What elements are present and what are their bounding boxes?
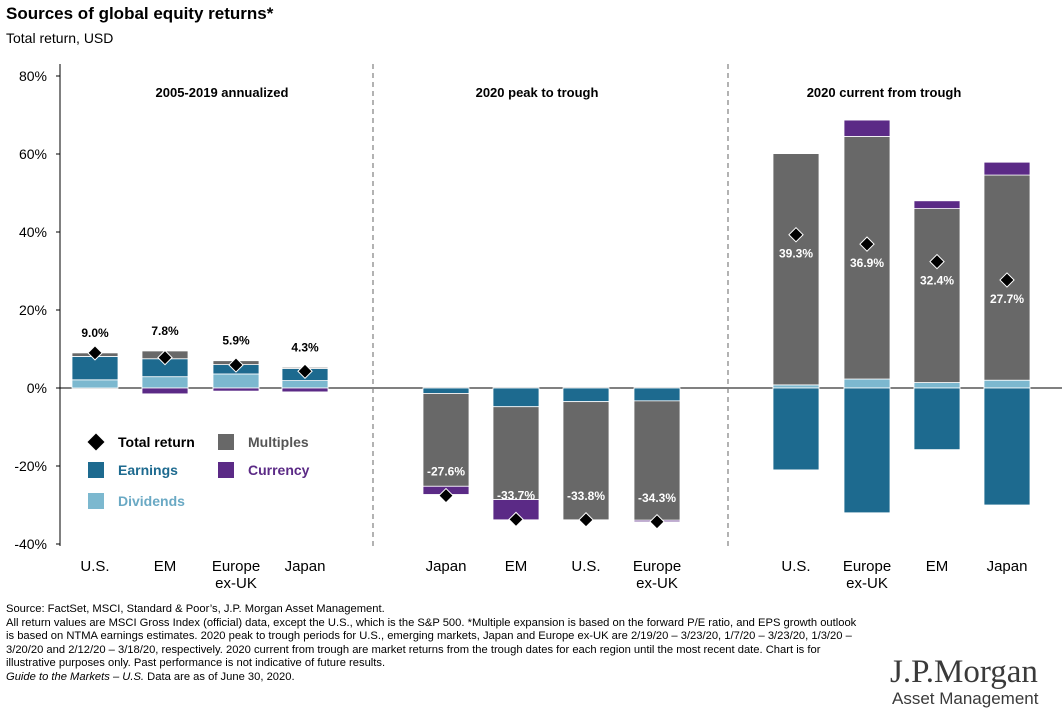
y-tick-label: 60% <box>19 146 47 162</box>
currency-bar-segment <box>141 387 189 395</box>
y-tick-label: -40% <box>14 536 47 552</box>
dividends-bar-segment <box>141 376 189 389</box>
y-tick-label: -20% <box>14 458 47 474</box>
dividends-bar-segment <box>212 373 260 389</box>
total-return-marker <box>649 513 665 530</box>
currency-bar-segment <box>281 387 329 393</box>
category-label: Europe <box>212 558 260 575</box>
currency-bar-segment <box>212 387 260 392</box>
earnings-bar-segment <box>983 387 1031 506</box>
category-label: EM <box>505 558 528 575</box>
footnote-body: All return values are MSCI Gross Index (… <box>6 616 857 670</box>
multiples-bar-segment <box>843 136 891 380</box>
category-label: ex-UK <box>215 575 257 592</box>
equity-returns-chart: 80% 60% 40% 20% 0% -20% -40% 2005-2019 annualiz… <box>14 64 1062 592</box>
total-return-marker <box>87 345 103 361</box>
total-return-label: 4.3% <box>291 340 319 354</box>
total-return-marker <box>929 253 945 270</box>
logo-wordmark: J.P.Morgan <box>890 654 1038 690</box>
category-label: EM <box>154 558 177 575</box>
legend-earnings-swatch <box>88 462 104 478</box>
multiples-bar-segment <box>772 153 820 386</box>
panel-title: 2005-2019 annualized <box>156 85 289 100</box>
total-return-label: 7.8% <box>151 324 179 338</box>
category-label: ex-UK <box>636 575 678 592</box>
total-return-label: -34.3% <box>638 491 676 505</box>
legend-multiples-swatch <box>218 434 234 450</box>
total-return-label: -33.8% <box>567 489 605 503</box>
total-return-label: 5.9% <box>222 334 250 348</box>
legend-total-marker <box>87 433 105 451</box>
earnings-bar-segment <box>633 387 681 402</box>
total-return-label: 36.9% <box>850 256 884 270</box>
legend-multiples-label: Multiples <box>248 434 309 450</box>
total-return-label: 9.0% <box>81 326 109 340</box>
category-label: Europe <box>843 558 891 575</box>
total-return-marker <box>578 512 594 528</box>
dividends-bar-segment <box>983 379 1031 389</box>
earnings-bar-segment <box>422 387 470 394</box>
total-return-marker <box>157 349 173 366</box>
legend-dividends-swatch <box>88 493 104 509</box>
category-label: Europe <box>633 558 681 575</box>
currency-bar-segment <box>913 200 961 210</box>
legend-total-label: Total return <box>118 434 195 450</box>
category-label: Japan <box>426 558 467 575</box>
jpmorgan-logo: J.P.Morgan Asset Management <box>890 655 1060 709</box>
panel-title: 2020 peak to trough <box>476 85 599 100</box>
total-return-marker <box>508 511 524 528</box>
total-return-marker <box>438 487 454 504</box>
earnings-bar-segment <box>843 387 891 514</box>
legend-earnings-label: Earnings <box>118 462 178 478</box>
category-label: EM <box>926 558 949 575</box>
earnings-bar-segment <box>772 387 820 471</box>
earnings-bar-segment <box>562 387 610 403</box>
earnings-bar-segment <box>913 387 961 451</box>
total-return-marker <box>999 272 1015 288</box>
earnings-bar-segment <box>492 387 540 408</box>
panel-title: 2020 current from trough <box>807 85 962 100</box>
total-return-label: 27.7% <box>990 292 1024 306</box>
chart-subtitle: Total return, USD <box>6 30 114 46</box>
legend-dividends-label: Dividends <box>118 493 185 509</box>
total-return-marker <box>859 236 875 252</box>
footnote-guide: Guide to the Markets – U.S. Data are as … <box>6 671 866 685</box>
multiples-bar-segment <box>562 401 610 521</box>
chart-title: Sources of global equity returns* <box>6 4 274 23</box>
logo-subtitle: Asset Management <box>892 689 1039 708</box>
total-return-marker <box>228 357 244 373</box>
y-tick-label: 0% <box>27 380 47 396</box>
category-label: U.S. <box>571 558 600 575</box>
dividends-bar-segment <box>281 380 329 389</box>
legend-currency-label: Currency <box>248 462 310 478</box>
dividends-bar-segment <box>772 384 820 389</box>
category-label: Japan <box>987 558 1028 575</box>
footnote-source: Source: FactSet, MSCI, Standard & Poor’s… <box>6 603 385 615</box>
total-return-label: -27.6% <box>427 465 465 479</box>
category-label: Japan <box>285 558 326 575</box>
currency-bar-segment <box>983 161 1031 176</box>
footnote-guide-date: Data are as of June 30, 2020. <box>144 670 295 683</box>
y-tick-label: 40% <box>19 224 47 240</box>
y-tick-label: 20% <box>19 302 47 318</box>
y-tick-label: 80% <box>19 68 47 84</box>
dividends-bar-segment <box>71 379 119 389</box>
total-return-marker <box>788 226 804 243</box>
footnote: Source: FactSet, MSCI, Standard & Poor’s… <box>6 603 866 685</box>
currency-bar-segment <box>843 119 891 137</box>
legend-currency-swatch <box>218 462 234 478</box>
total-return-label: 39.3% <box>779 247 813 261</box>
footnote-guide-title: Guide to the Markets – U.S. <box>6 670 145 683</box>
category-label: U.S. <box>80 558 109 575</box>
dividends-bar-segment <box>913 382 961 389</box>
total-return-label: 32.4% <box>920 274 954 288</box>
total-return-marker <box>297 363 313 380</box>
multiples-bar-segment <box>913 208 961 383</box>
multiples-bar-segment <box>492 406 540 500</box>
dividends-bar-segment <box>843 378 891 389</box>
category-label: U.S. <box>781 558 810 575</box>
category-label: ex-UK <box>846 575 888 592</box>
total-return-label: -33.7% <box>497 488 535 502</box>
